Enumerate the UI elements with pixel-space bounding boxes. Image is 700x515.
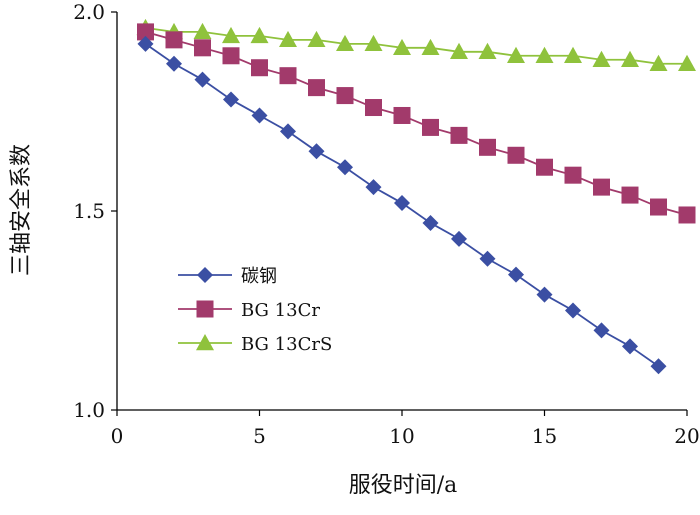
data-point: [308, 143, 325, 160]
data-point: [649, 54, 668, 71]
data-point: [336, 87, 354, 105]
data-point: [621, 186, 639, 204]
data-point: [223, 91, 239, 108]
data-point: [535, 46, 554, 63]
y-tick-label: 2.0: [73, 0, 105, 24]
data-point: [393, 38, 411, 56]
data-point: [336, 34, 354, 52]
legend-marker: [197, 267, 213, 283]
data-point: [251, 59, 268, 77]
data-point: [194, 39, 211, 57]
legend-marker: [196, 300, 214, 318]
data-point: [451, 230, 467, 247]
x-tick-label: 10: [389, 424, 414, 448]
data-point: [507, 46, 525, 63]
x-tick-label: 20: [674, 424, 699, 448]
data-point: [479, 138, 496, 156]
data-point: [593, 322, 610, 339]
data-point: [307, 30, 326, 48]
x-axis-label: 服役时间/a: [349, 473, 458, 498]
data-point: [650, 358, 667, 375]
data-point: [165, 31, 183, 49]
axes: 0 5 10 15 20 1.0 1.5 2.0: [73, 0, 700, 448]
legend-label: 碳钢: [241, 266, 277, 287]
data-point: [478, 42, 497, 59]
x-tick-label: 0: [111, 424, 124, 448]
legend: 碳钢 BG 13Cr BG 13CrS: [178, 266, 332, 355]
data-point: [450, 42, 468, 59]
data-point: [536, 286, 553, 303]
data-point: [280, 123, 296, 140]
data-point: [251, 107, 268, 124]
data-point: [422, 118, 439, 136]
data-point: [450, 126, 468, 144]
data-point: [222, 47, 240, 65]
data-point: [421, 38, 440, 56]
data-point: [365, 99, 382, 117]
data-point: [507, 146, 525, 164]
data-point: [308, 79, 325, 97]
data-point: [364, 34, 383, 52]
data-point: [479, 250, 496, 267]
data-point: [166, 55, 182, 72]
data-point: [137, 23, 154, 41]
data-point: [621, 50, 639, 67]
series-triangle: [136, 18, 696, 71]
data-point: [592, 50, 611, 67]
data-point: [593, 178, 610, 196]
series-square: [137, 23, 696, 224]
legend-label: BG 13Cr: [241, 300, 320, 321]
data-point: [137, 35, 154, 52]
data-point: [422, 214, 439, 231]
series-diamond: [137, 35, 667, 375]
data-point: [678, 206, 696, 224]
data-point: [650, 198, 667, 216]
data-point: [564, 46, 582, 63]
data-point: [622, 338, 638, 355]
data-point: [250, 26, 269, 44]
data-point: [565, 302, 581, 319]
data-point: [222, 26, 240, 44]
legend-marker: [196, 334, 214, 351]
x-tick-label: 15: [532, 424, 557, 448]
data-point: [678, 54, 696, 71]
legend-label: BG 13CrS: [241, 334, 332, 355]
data-point: [508, 266, 524, 283]
data-point: [365, 179, 382, 196]
data-point: [279, 30, 297, 48]
data-point: [337, 159, 353, 176]
y-tick-label: 1.0: [73, 398, 105, 422]
data-point: [393, 106, 411, 124]
data-point: [536, 158, 553, 176]
data-point: [194, 71, 211, 88]
data-point: [193, 22, 212, 40]
x-tick-label: 5: [253, 424, 266, 448]
series-group: [136, 18, 696, 375]
data-point: [564, 166, 582, 184]
y-tick-label: 1.5: [73, 199, 105, 223]
data-point: [394, 195, 410, 212]
data-point: [279, 67, 297, 85]
y-axis-label: 三轴安全系数: [9, 144, 34, 276]
